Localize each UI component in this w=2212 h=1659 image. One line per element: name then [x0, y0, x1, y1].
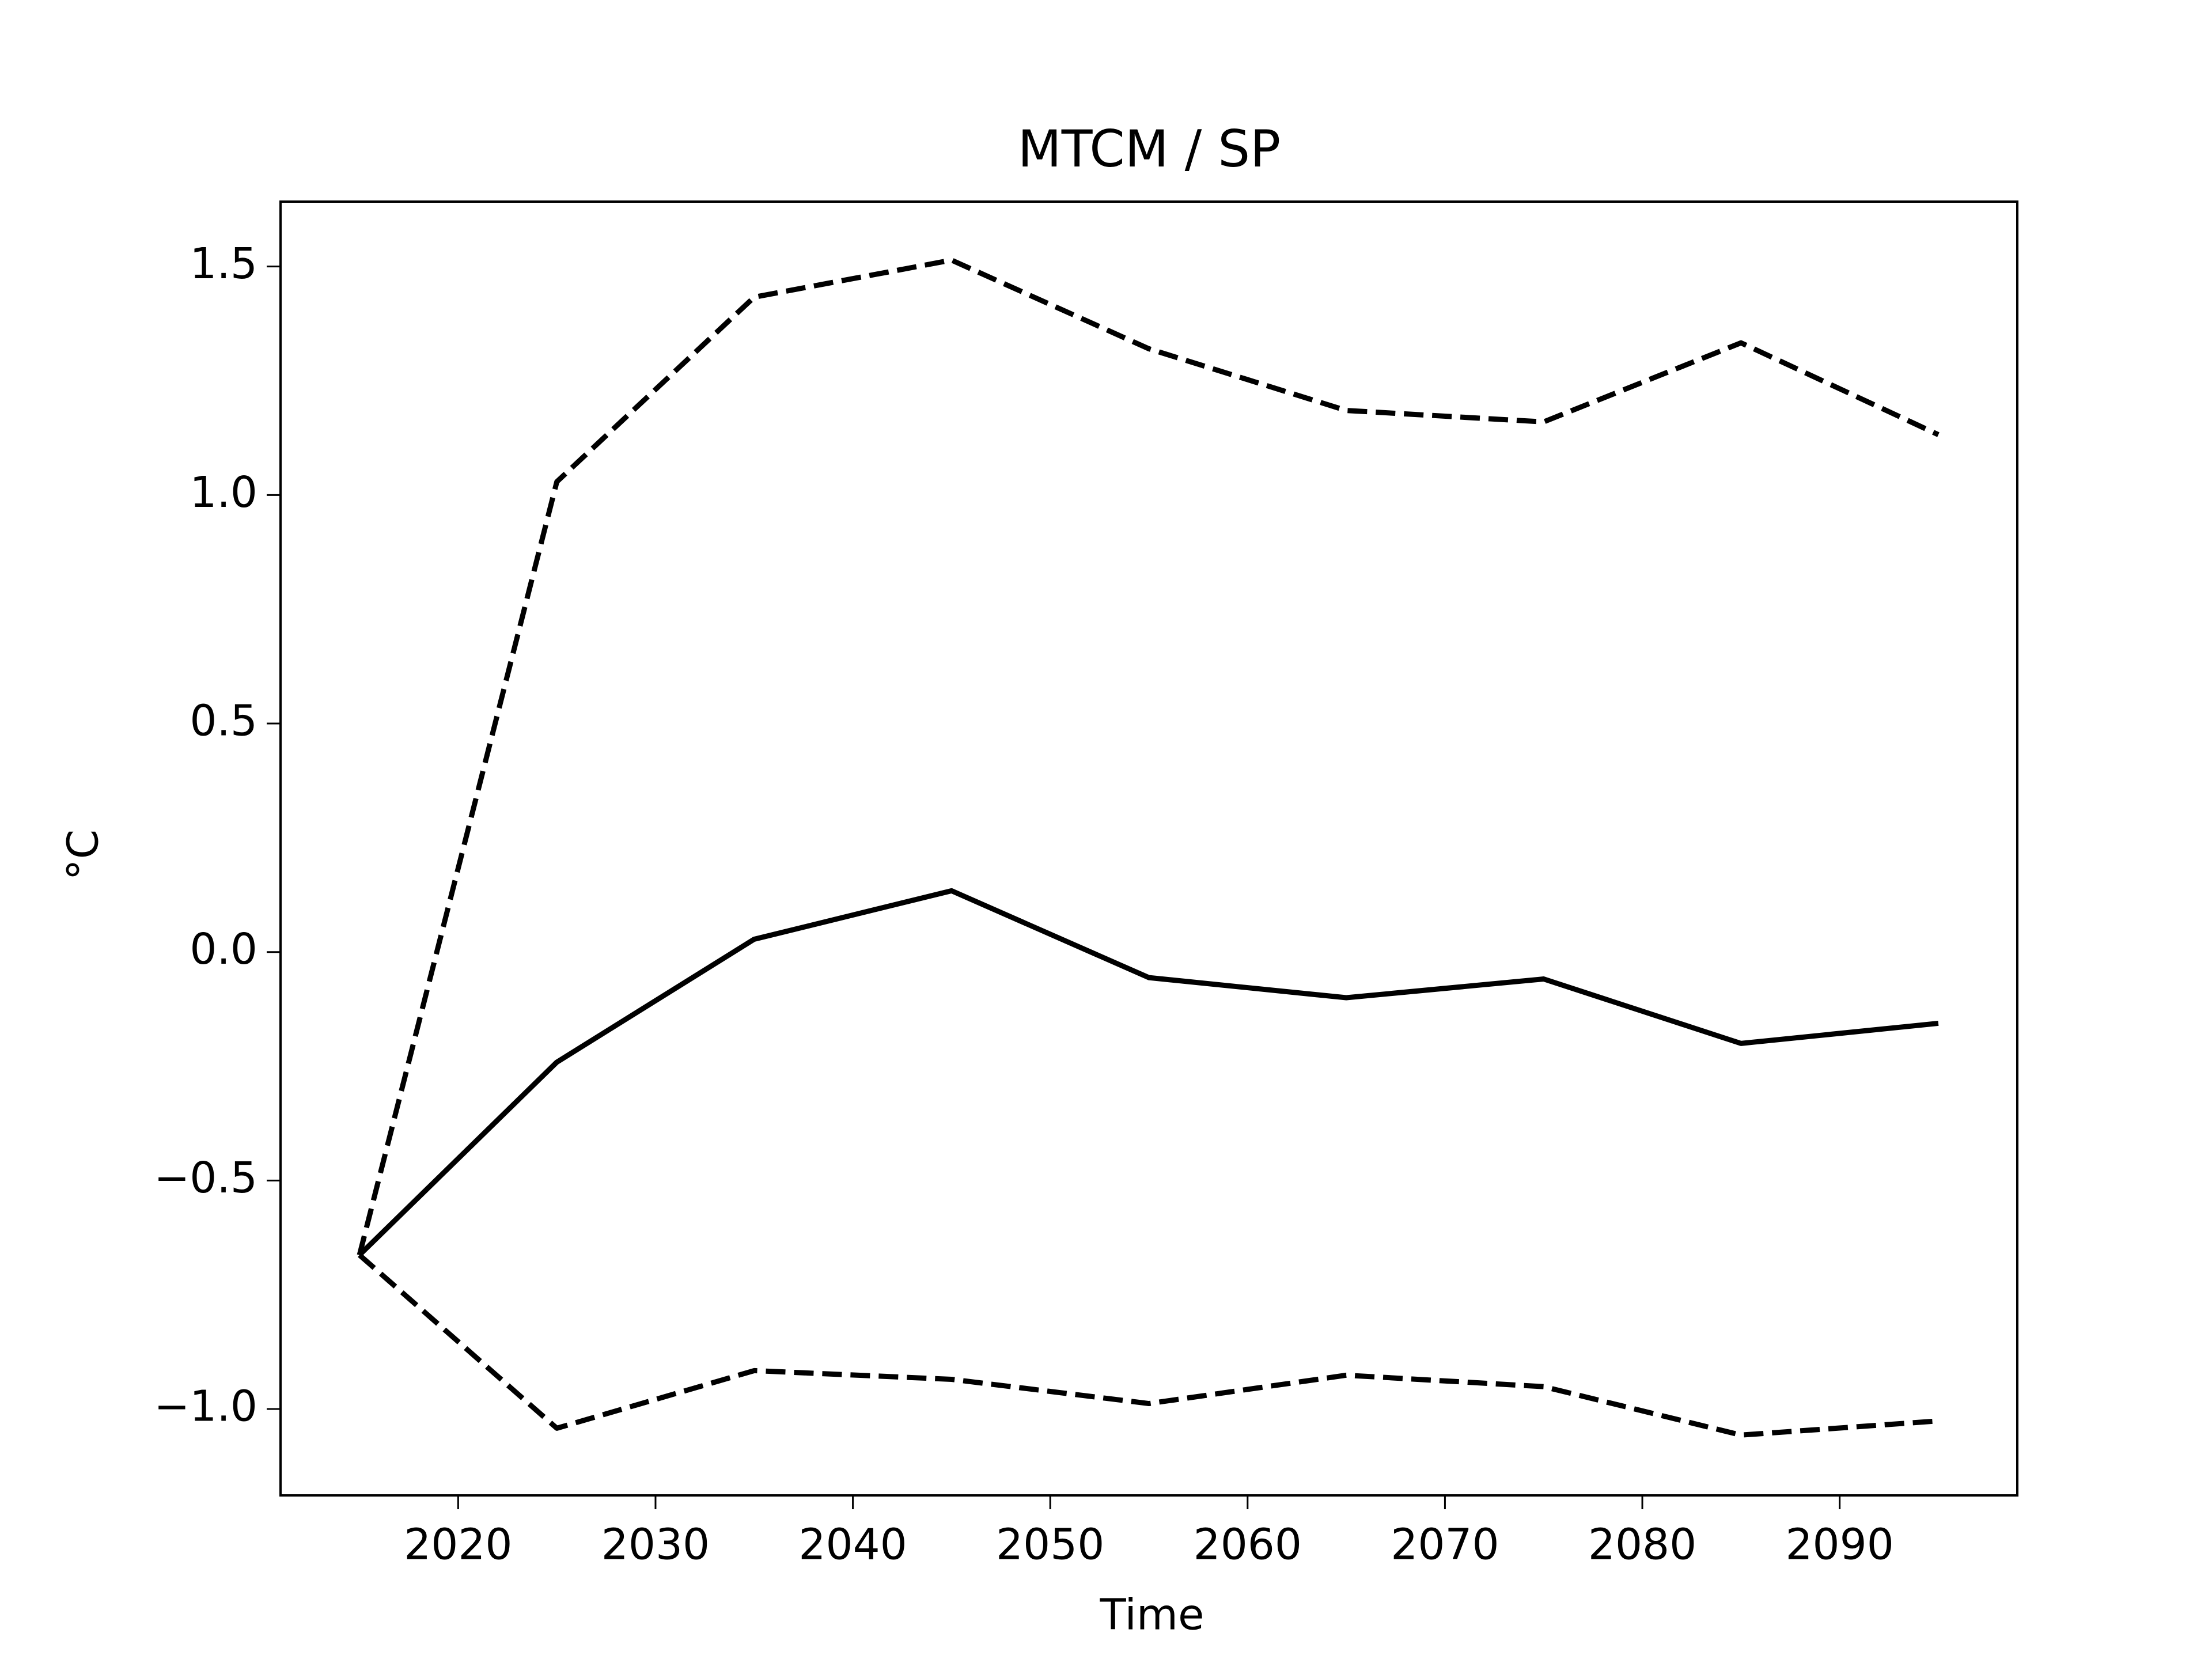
y-tick-label: 1.0 [190, 468, 257, 517]
series-line [358, 1253, 1939, 1438]
y-tick-label: 0.5 [190, 696, 257, 746]
x-tick-label: 2050 [996, 1520, 1104, 1570]
y-tick-label: 0.0 [190, 925, 257, 974]
chart-title: MTCM / SP [1018, 119, 1281, 179]
y-tick-label: −1.0 [154, 1382, 257, 1431]
x-axis-label: Time [1099, 1590, 1204, 1640]
x-tick-label: 2030 [601, 1520, 710, 1570]
y-tick-label: −0.5 [154, 1153, 257, 1203]
x-tick-label: 2040 [798, 1520, 907, 1570]
x-tick-label: 2070 [1391, 1520, 1499, 1570]
x-tick-label: 2080 [1588, 1520, 1696, 1570]
x-tick-label: 2020 [404, 1520, 512, 1570]
series-line [357, 257, 1940, 1256]
plot-frame [279, 200, 2018, 1497]
y-axis-label: °C [59, 830, 108, 881]
x-tick-label: 2090 [1785, 1520, 1893, 1570]
series-line [357, 888, 1939, 1257]
y-tick-label: 1.5 [190, 239, 257, 289]
x-tick-label: 2060 [1194, 1520, 1302, 1570]
